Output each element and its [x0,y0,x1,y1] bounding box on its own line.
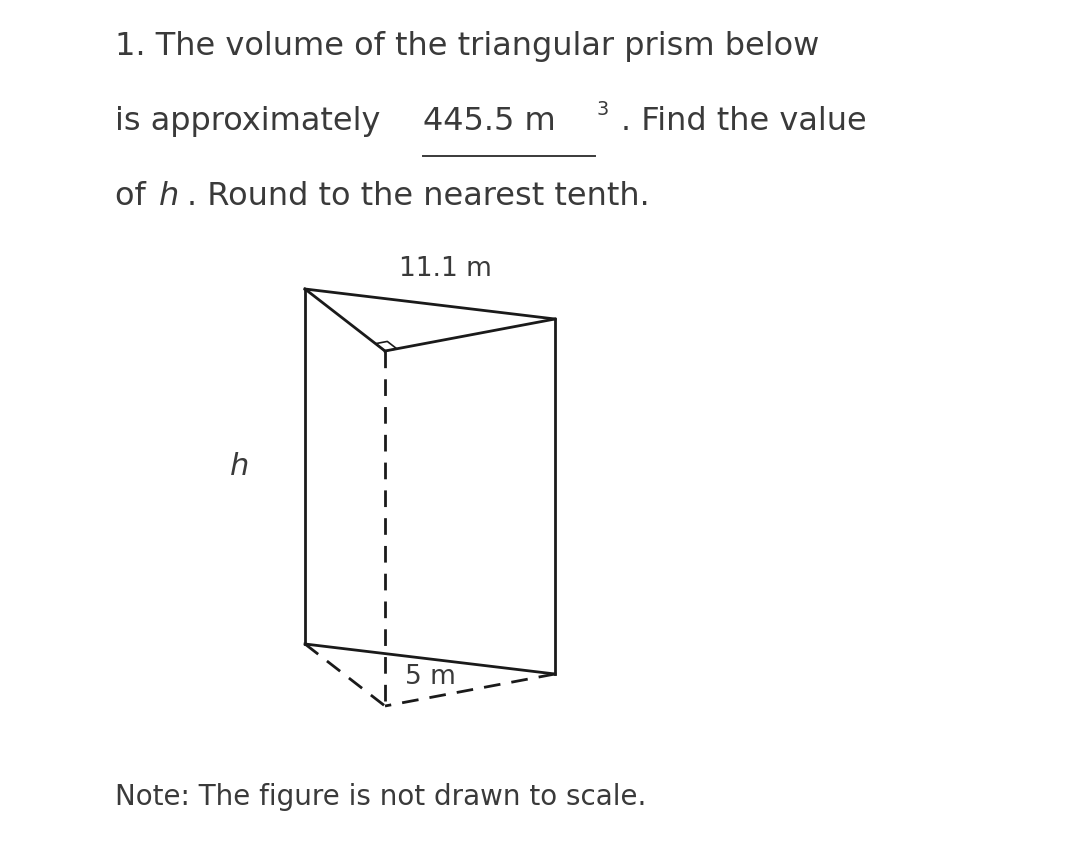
Text: h: h [159,181,179,212]
Text: . Round to the nearest tenth.: . Round to the nearest tenth. [187,181,650,212]
Text: 3: 3 [596,100,608,119]
Text: of: of [114,181,156,212]
Text: is approximately: is approximately [114,106,391,137]
Text: 445.5 m: 445.5 m [423,106,556,137]
Text: 1. The volume of the triangular prism below: 1. The volume of the triangular prism be… [114,31,820,62]
Text: Note: The figure is not drawn to scale.: Note: The figure is not drawn to scale. [114,783,646,811]
Text: . Find the value: . Find the value [621,106,867,137]
Text: h: h [230,452,249,481]
Text: 5 m: 5 m [405,664,456,690]
Text: 11.1 m: 11.1 m [399,256,491,282]
